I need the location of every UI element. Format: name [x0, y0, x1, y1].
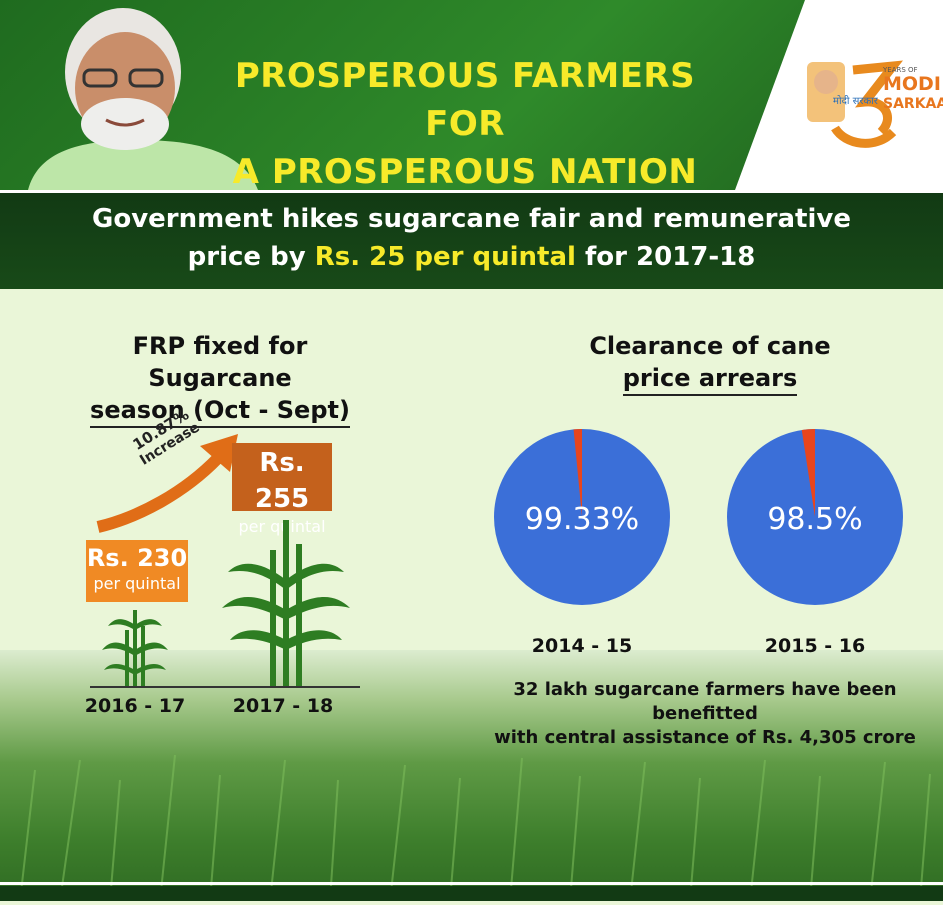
frp-title: FRP fixed for Sugarcane season (Oct - Se…	[60, 330, 380, 428]
arrears-year-2014-15: 2014 - 15	[531, 635, 633, 657]
pie-2015-16-label: 98.5%	[767, 502, 862, 537]
sugarcane-plants-illustration	[90, 520, 360, 688]
pie-chart-2015-16: 98.5%	[727, 429, 903, 605]
subheading-post: for 2017-18	[575, 242, 756, 272]
logo-devanagari-text: मोदी सरकार	[833, 95, 879, 107]
pie-2015-16-pending-slice	[801, 429, 815, 517]
modi-sarkaar-logo: YEARS OF MODI SARKAAR मोदी सरकार	[807, 60, 943, 148]
price-badge-2016-17: Rs. 230 per quintal	[86, 540, 188, 602]
price-badge-2017-18: Rs. 255 per quintal	[232, 443, 332, 536]
headline: PROSPEROUS FARMERS FOR A PROSPEROUS NATI…	[205, 52, 725, 196]
footnote-line-1: 32 lakh sugarcane farmers have been bene…	[513, 679, 897, 724]
headline-line-2: A PROSPEROUS NATION	[232, 152, 698, 192]
frp-year-2017-18: 2017 - 18	[232, 695, 334, 717]
frp-title-line-1: FRP fixed for Sugarcane	[132, 332, 308, 392]
portrait-image	[28, 8, 258, 190]
logo-sarkaar-text: SARKAAR	[883, 96, 943, 112]
price-2017-18: Rs. 255	[254, 448, 310, 514]
footnote-line-2: with central assistance of Rs. 4,305 cro…	[494, 727, 916, 748]
pie-chart-2014-15: 99.33%	[494, 429, 670, 605]
logo-modi-text: MODI	[883, 73, 941, 95]
subheading-highlight: Rs. 25 per quintal	[314, 242, 576, 272]
price-2016-17: Rs. 230	[86, 544, 188, 572]
pie-2014-15-pending-slice	[573, 429, 582, 517]
headline-line-1: PROSPEROUS FARMERS FOR	[234, 56, 696, 144]
sugarcane-field-image	[0, 650, 943, 902]
pie-2014-15-label: 99.33%	[525, 502, 639, 537]
frp-title-line-2: season (Oct - Sept)	[90, 394, 350, 428]
frp-year-2016-17: 2016 - 17	[84, 695, 186, 717]
unit-2017-18: per quintal	[238, 517, 326, 536]
arrears-title-line-1: Clearance of cane	[589, 332, 831, 360]
increase-arrow-icon	[96, 434, 238, 533]
footnote: 32 lakh sugarcane farmers have been bene…	[480, 678, 930, 750]
subheading-bar	[0, 190, 943, 289]
unit-2016-17: per quintal	[93, 574, 181, 593]
subheading: Government hikes sugarcane fair and remu…	[0, 200, 943, 276]
arrears-title-line-2: price arrears	[622, 362, 798, 396]
arrears-year-2015-16: 2015 - 16	[764, 635, 866, 657]
arrears-title: Clearance of cane price arrears	[560, 330, 860, 396]
subheading-line-2: price by Rs. 25 per quintal for 2017-18	[0, 238, 943, 276]
logo-years-text: YEARS OF	[882, 66, 918, 74]
arrears-pie-charts: 99.33% 98.5%	[494, 429, 903, 605]
subheading-line-1: Government hikes sugarcane fair and remu…	[92, 204, 851, 234]
subheading-pre: price by	[187, 242, 315, 272]
